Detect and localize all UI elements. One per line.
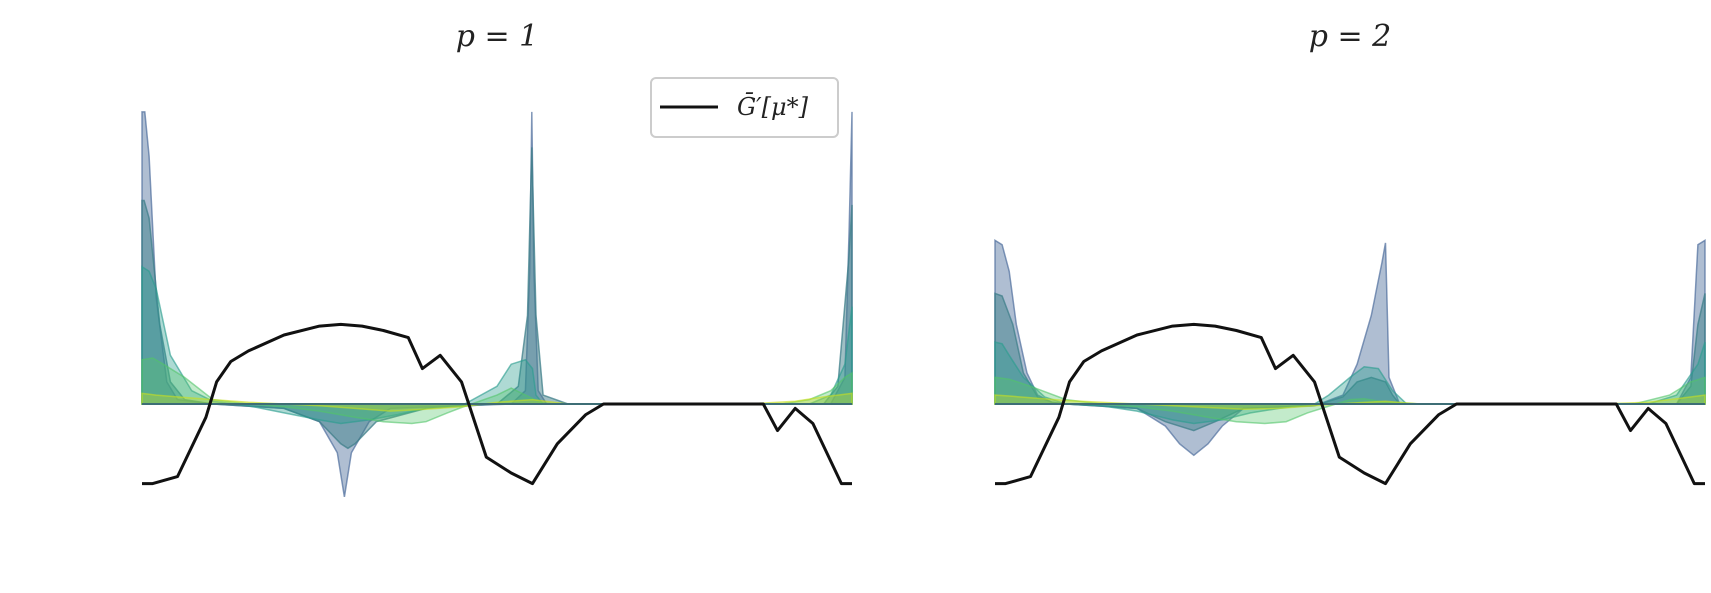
area-series-1 — [141, 111, 853, 498]
g-prime-curve — [142, 322, 852, 486]
area-series-1 — [994, 238, 1706, 457]
panel-p1: p = 1 Ḡ′[μ*] — [141, 19, 853, 498]
area-series-group — [141, 111, 853, 498]
area-series-3 — [994, 341, 1706, 425]
area-series-4 — [141, 357, 853, 425]
legend-box — [650, 77, 839, 138]
area-series-group — [994, 238, 1706, 457]
area-series-5 — [994, 394, 1706, 411]
panel-p2: p = 2 — [994, 19, 1706, 486]
panel-title: p = 1 — [456, 19, 539, 54]
legend-label: Ḡ′[μ*] — [737, 92, 809, 121]
area-series-2 — [994, 292, 1706, 432]
area-series-3 — [141, 265, 853, 425]
area-series-5 — [141, 392, 853, 412]
legend: Ḡ′[μ*] — [650, 77, 839, 138]
g-prime-curve — [995, 322, 1705, 486]
area-series-4 — [994, 376, 1706, 425]
panel-title: p = 2 — [1309, 19, 1392, 54]
